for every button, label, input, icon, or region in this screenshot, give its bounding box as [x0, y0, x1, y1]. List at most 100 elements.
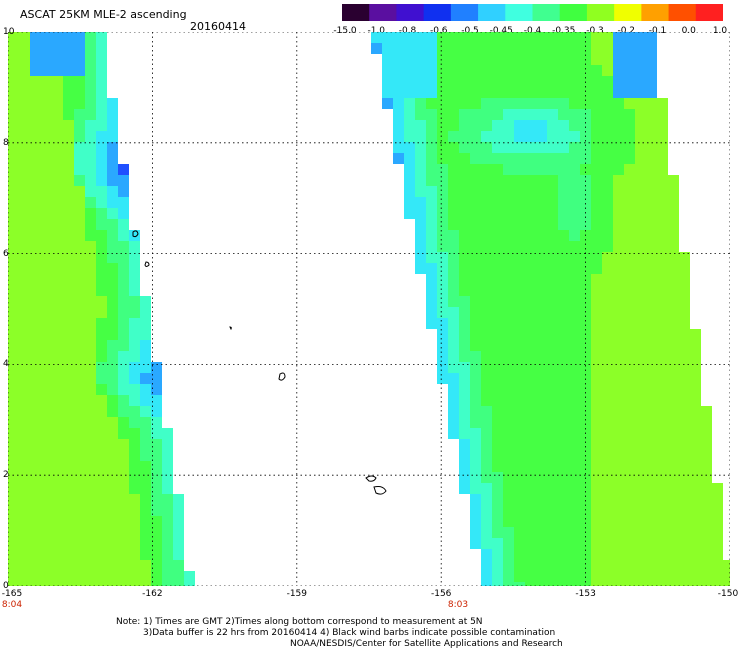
wind-cell: [470, 483, 481, 494]
wind-cell: [646, 549, 657, 560]
wind-cell: [96, 76, 107, 87]
wind-cell: [85, 252, 96, 263]
wind-cell: [52, 120, 63, 131]
wind-cell: [448, 65, 459, 76]
wind-cell: [470, 362, 481, 373]
wind-cell: [624, 208, 635, 219]
wind-cell: [558, 395, 569, 406]
wind-cell: [30, 384, 41, 395]
wind-cell: [30, 340, 41, 351]
wind-cell: [470, 417, 481, 428]
wind-cell: [602, 362, 613, 373]
wind-cell: [679, 285, 690, 296]
wind-cell: [426, 153, 437, 164]
wind-cell: [151, 362, 162, 373]
wind-cell: [437, 197, 448, 208]
wind-cell: [591, 285, 602, 296]
wind-cell: [371, 43, 382, 54]
wind-cell: [107, 395, 118, 406]
wind-cell: [8, 461, 19, 472]
wind-cell: [635, 32, 646, 43]
wind-cell: [52, 219, 63, 230]
wind-cell: [481, 175, 492, 186]
wind-cell: [52, 395, 63, 406]
wind-cell: [41, 98, 52, 109]
wind-cell: [547, 208, 558, 219]
wind-cell: [591, 43, 602, 54]
wind-cell: [536, 98, 547, 109]
wind-cell: [503, 197, 514, 208]
wind-cell: [52, 329, 63, 340]
wind-cell: [140, 560, 151, 571]
wind-cell: [547, 307, 558, 318]
wind-cell: [712, 538, 723, 549]
wind-cell: [646, 186, 657, 197]
wind-cell: [668, 373, 679, 384]
wind-cell: [690, 560, 701, 571]
wind-cell: [129, 252, 140, 263]
colorbar-label: -0.4: [523, 26, 542, 36]
wind-cell: [547, 65, 558, 76]
wind-cell: [690, 406, 701, 417]
wind-cell: [690, 527, 701, 538]
wind-cell: [30, 395, 41, 406]
wind-cell: [85, 351, 96, 362]
wind-cell: [580, 241, 591, 252]
wind-cell: [448, 417, 459, 428]
wind-cell: [624, 351, 635, 362]
wind-cell: [8, 263, 19, 274]
wind-cell: [118, 505, 129, 516]
wind-cell: [30, 351, 41, 362]
wind-cell: [481, 351, 492, 362]
wind-cell: [668, 384, 679, 395]
wind-cell: [547, 318, 558, 329]
wind-cell: [470, 538, 481, 549]
wind-cell: [8, 406, 19, 417]
wind-cell: [107, 571, 118, 582]
wind-cell: [41, 560, 52, 571]
wind-cell: [74, 351, 85, 362]
wind-cell: [668, 527, 679, 538]
wind-cell: [613, 461, 624, 472]
wind-cell: [646, 362, 657, 373]
wind-cell: [525, 109, 536, 120]
wind-cell: [63, 120, 74, 131]
wind-cell: [19, 494, 30, 505]
wind-cell: [118, 175, 129, 186]
wind-cell: [85, 153, 96, 164]
wind-cell: [591, 230, 602, 241]
wind-cell: [118, 428, 129, 439]
wind-cell: [624, 472, 635, 483]
wind-cell: [591, 318, 602, 329]
wind-cell: [646, 54, 657, 65]
wind-cell: [635, 373, 646, 384]
wind-cell: [470, 494, 481, 505]
wind-cell: [492, 153, 503, 164]
wind-cell: [657, 560, 668, 571]
wind-cell: [41, 483, 52, 494]
wind-cell: [118, 219, 129, 230]
wind-cell: [580, 43, 591, 54]
wind-cell: [129, 439, 140, 450]
wind-cell: [448, 307, 459, 318]
wind-cell: [19, 351, 30, 362]
wind-cell: [558, 571, 569, 582]
wind-cell: [646, 109, 657, 120]
wind-cell: [635, 450, 646, 461]
wind-cell: [107, 186, 118, 197]
wind-cell: [162, 571, 173, 582]
wind-cell: [74, 450, 85, 461]
wind-cell: [580, 98, 591, 109]
wind-cell: [679, 406, 690, 417]
wind-cell: [481, 538, 492, 549]
wind-cell: [415, 175, 426, 186]
wind-cell: [96, 164, 107, 175]
wind-cell: [52, 362, 63, 373]
wind-cell: [514, 428, 525, 439]
wind-cell: [448, 230, 459, 241]
wind-cell: [85, 340, 96, 351]
latitude-label: 0: [3, 581, 9, 591]
longitude-label: -153: [575, 589, 596, 599]
colorbar-segment: [505, 4, 533, 21]
wind-cell: [41, 527, 52, 538]
